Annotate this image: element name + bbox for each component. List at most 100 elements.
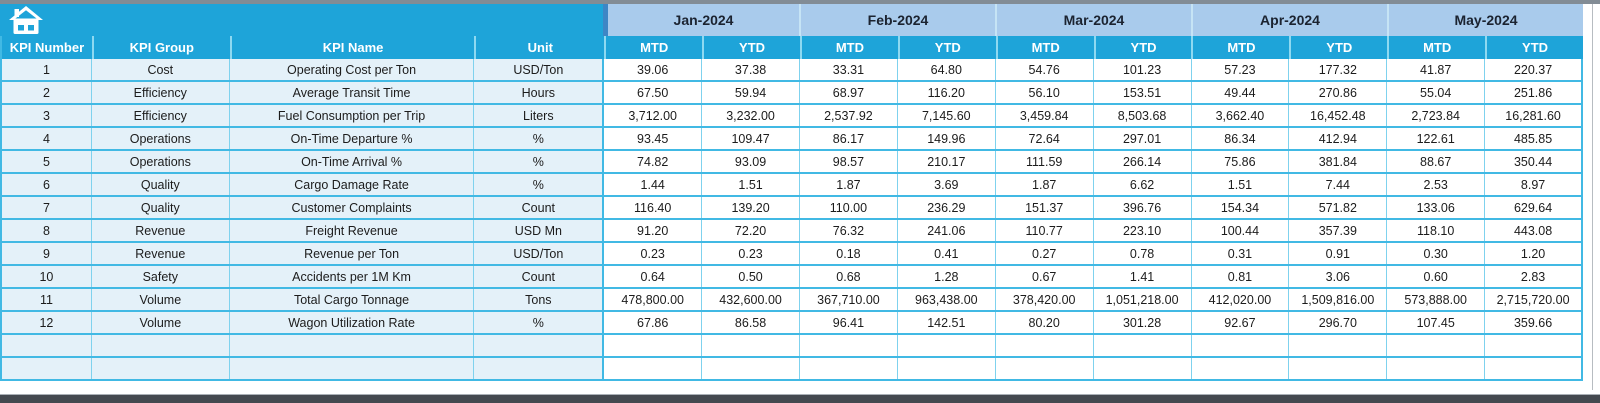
value-cell[interactable]: 0.64: [604, 266, 703, 287]
kpi-name-cell[interactable]: On-Time Arrival %: [229, 151, 475, 172]
value-cell[interactable]: 92.67: [1191, 312, 1290, 333]
value-cell[interactable]: 0.41: [897, 243, 996, 264]
value-cell[interactable]: 1.44: [604, 174, 703, 195]
value-cell[interactable]: 72.20: [702, 220, 800, 241]
value-cell[interactable]: 100.44: [1191, 220, 1290, 241]
value-cell[interactable]: 67.50: [604, 82, 703, 103]
value-cell[interactable]: 37.38: [702, 59, 800, 80]
value-cell[interactable]: [1289, 335, 1388, 356]
unit-cell[interactable]: Tons: [474, 289, 605, 310]
value-cell[interactable]: 0.81: [1191, 266, 1290, 287]
value-cell[interactable]: 357.39: [1289, 220, 1388, 241]
value-cell[interactable]: [897, 335, 996, 356]
value-cell[interactable]: 2,723.84: [1387, 105, 1486, 126]
value-cell[interactable]: 96.41: [800, 312, 898, 333]
value-cell[interactable]: 241.06: [897, 220, 996, 241]
value-cell[interactable]: 139.20: [702, 197, 800, 218]
kpi-name-cell[interactable]: Cargo Damage Rate: [229, 174, 475, 195]
kpi-name-cell[interactable]: Wagon Utilization Rate: [229, 312, 475, 333]
unit-cell[interactable]: Liters: [474, 105, 605, 126]
value-cell[interactable]: 367,710.00: [800, 289, 898, 310]
value-cell[interactable]: 0.50: [702, 266, 800, 287]
kpi-group-cell[interactable]: Volume: [91, 312, 230, 333]
value-cell[interactable]: 67.86: [604, 312, 703, 333]
value-cell[interactable]: 49.44: [1191, 82, 1290, 103]
kpi-number-cell[interactable]: 6: [2, 174, 92, 195]
value-cell[interactable]: [1387, 335, 1486, 356]
value-cell[interactable]: 485.85: [1485, 128, 1583, 149]
value-cell[interactable]: 1.20: [1485, 243, 1583, 264]
value-cell[interactable]: 0.18: [800, 243, 898, 264]
value-cell[interactable]: 2,537.92: [800, 105, 898, 126]
period-header-cell[interactable]: MTD: [1191, 36, 1290, 59]
unit-cell[interactable]: Hours: [474, 82, 605, 103]
value-cell[interactable]: 56.10: [995, 82, 1094, 103]
value-cell[interactable]: 629.64: [1485, 197, 1583, 218]
kpi-name-cell[interactable]: Average Transit Time: [229, 82, 475, 103]
unit-cell[interactable]: Count: [474, 266, 605, 287]
value-cell[interactable]: 443.08: [1485, 220, 1583, 241]
value-cell[interactable]: 220.37: [1485, 59, 1583, 80]
value-cell[interactable]: 93.09: [702, 151, 800, 172]
value-cell[interactable]: 41.87: [1387, 59, 1486, 80]
value-cell[interactable]: 223.10: [1093, 220, 1192, 241]
kpi-group-cell[interactable]: Volume: [91, 289, 230, 310]
kpi-number-cell[interactable]: [2, 358, 92, 379]
value-cell[interactable]: 54.76: [995, 59, 1094, 80]
value-cell[interactable]: 301.28: [1093, 312, 1192, 333]
value-cell[interactable]: 478,800.00: [604, 289, 703, 310]
period-header-cell[interactable]: MTD: [1387, 36, 1486, 59]
value-cell[interactable]: [1485, 358, 1583, 379]
value-cell[interactable]: 110.77: [995, 220, 1094, 241]
column-header-cell[interactable]: Unit: [474, 36, 605, 59]
value-cell[interactable]: 109.47: [702, 128, 800, 149]
value-cell[interactable]: 3.69: [897, 174, 996, 195]
unit-cell[interactable]: Count: [474, 197, 605, 218]
value-cell[interactable]: 93.45: [604, 128, 703, 149]
period-header-cell[interactable]: YTD: [702, 36, 800, 59]
kpi-name-cell[interactable]: Total Cargo Tonnage: [229, 289, 475, 310]
value-cell[interactable]: 153.51: [1093, 82, 1192, 103]
value-cell[interactable]: 1.51: [1191, 174, 1290, 195]
value-cell[interactable]: 76.32: [800, 220, 898, 241]
home-icon[interactable]: [9, 6, 43, 34]
value-cell[interactable]: 1.87: [995, 174, 1094, 195]
value-cell[interactable]: 412,020.00: [1191, 289, 1290, 310]
value-cell[interactable]: [1191, 335, 1290, 356]
value-cell[interactable]: [1387, 358, 1486, 379]
value-cell[interactable]: [800, 358, 898, 379]
kpi-number-cell[interactable]: [2, 335, 92, 356]
kpi-name-cell[interactable]: Accidents per 1M Km: [229, 266, 475, 287]
value-cell[interactable]: 0.30: [1387, 243, 1486, 264]
value-cell[interactable]: 116.40: [604, 197, 703, 218]
value-cell[interactable]: 86.34: [1191, 128, 1290, 149]
value-cell[interactable]: 101.23: [1093, 59, 1192, 80]
value-cell[interactable]: 381.84: [1289, 151, 1388, 172]
value-cell[interactable]: [897, 358, 996, 379]
value-cell[interactable]: 154.34: [1191, 197, 1290, 218]
month-header-cell[interactable]: Jan-2024: [603, 4, 799, 36]
value-cell[interactable]: [1485, 335, 1583, 356]
kpi-name-cell[interactable]: Fuel Consumption per Trip: [229, 105, 475, 126]
value-cell[interactable]: 378,420.00: [995, 289, 1094, 310]
value-cell[interactable]: [1289, 358, 1388, 379]
value-cell[interactable]: 80.20: [995, 312, 1094, 333]
value-cell[interactable]: 296.70: [1289, 312, 1388, 333]
value-cell[interactable]: 963,438.00: [897, 289, 996, 310]
value-cell[interactable]: 350.44: [1485, 151, 1583, 172]
value-cell[interactable]: 1,509,816.00: [1289, 289, 1388, 310]
value-cell[interactable]: 359.66: [1485, 312, 1583, 333]
value-cell[interactable]: 3.06: [1289, 266, 1388, 287]
value-cell[interactable]: 55.04: [1387, 82, 1486, 103]
value-cell[interactable]: 149.96: [897, 128, 996, 149]
unit-cell[interactable]: %: [474, 151, 605, 172]
value-cell[interactable]: 1.28: [897, 266, 996, 287]
value-cell[interactable]: 16,452.48: [1289, 105, 1388, 126]
value-cell[interactable]: 39.06: [604, 59, 703, 80]
value-cell[interactable]: [1191, 358, 1290, 379]
value-cell[interactable]: 110.00: [800, 197, 898, 218]
kpi-group-cell[interactable]: Operations: [91, 128, 230, 149]
kpi-group-cell[interactable]: [91, 358, 230, 379]
value-cell[interactable]: 3,232.00: [702, 105, 800, 126]
kpi-number-cell[interactable]: 4: [2, 128, 92, 149]
